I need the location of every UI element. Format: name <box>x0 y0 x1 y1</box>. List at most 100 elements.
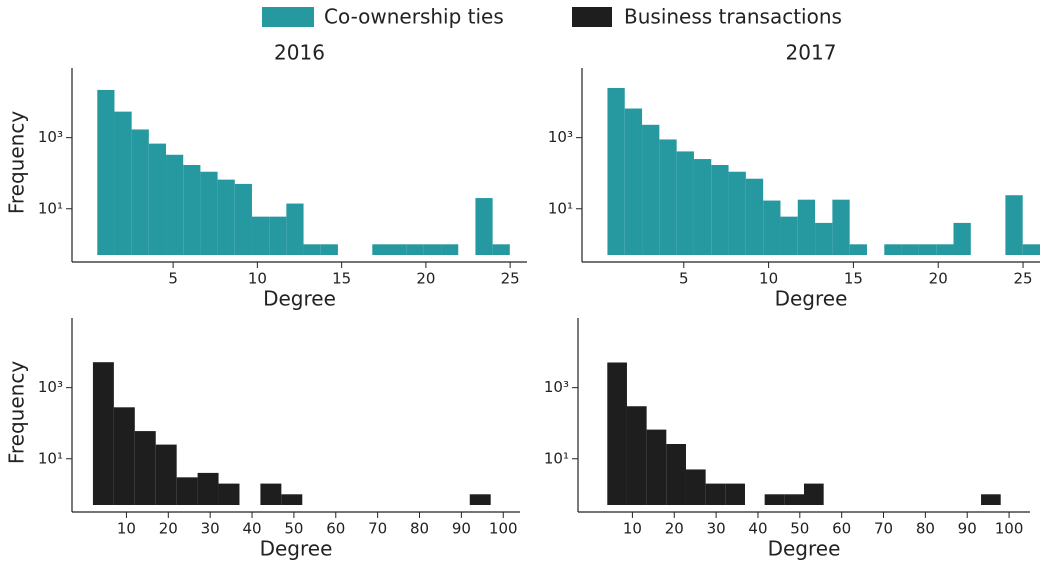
x-axis-label: Degree <box>775 287 848 311</box>
x-tick-label: 25 <box>501 270 520 288</box>
bar <box>441 244 459 255</box>
bar <box>131 129 149 255</box>
bar <box>406 244 424 255</box>
bar <box>666 443 686 505</box>
bar <box>711 165 729 255</box>
x-tick-label: 15 <box>332 270 351 288</box>
bar <box>176 477 198 505</box>
bar <box>981 494 1001 505</box>
x-tick-label: 15 <box>844 270 863 288</box>
bar <box>642 124 660 255</box>
bar <box>780 216 798 255</box>
bar <box>97 89 115 255</box>
bar <box>1022 244 1040 255</box>
bar <box>269 216 287 255</box>
bar <box>804 483 824 505</box>
x-tick-label: 5 <box>168 270 178 288</box>
x-tick-label: 40 <box>242 520 261 538</box>
y-tick-label: 10¹ <box>544 449 569 467</box>
y-axis-label: Frequency <box>5 361 29 464</box>
y-axis-label: Frequency <box>5 111 29 214</box>
bar <box>685 469 706 505</box>
bar <box>1005 195 1023 255</box>
bar <box>725 483 745 505</box>
bar <box>763 200 781 255</box>
bar <box>183 165 201 255</box>
bar <box>200 171 218 255</box>
bar <box>705 483 726 505</box>
bar <box>155 444 177 505</box>
y-tick-label: 10³ <box>544 378 569 396</box>
x-tick-label: 50 <box>790 520 809 538</box>
panel-title: 2016 <box>274 41 325 65</box>
x-tick-label: 100 <box>489 520 518 538</box>
bar <box>693 159 712 255</box>
bar <box>303 244 321 255</box>
legend-swatch <box>262 7 314 27</box>
legend: Co-ownership ties Business transactions <box>262 5 842 29</box>
bar <box>953 222 971 255</box>
bar <box>234 183 252 255</box>
bar <box>832 199 850 255</box>
bar <box>286 203 304 255</box>
bar <box>626 406 647 505</box>
x-tick-label: 50 <box>284 520 303 538</box>
bar <box>936 244 954 255</box>
bar <box>784 494 804 505</box>
x-tick-label: 30 <box>707 520 726 538</box>
x-tick-label: 30 <box>201 520 220 538</box>
x-tick-label: 90 <box>958 520 977 538</box>
bar <box>659 139 677 255</box>
bar <box>728 171 746 255</box>
bar <box>134 431 156 505</box>
bar <box>607 362 627 505</box>
bar <box>646 429 667 505</box>
bar <box>148 143 167 255</box>
legend-swatch <box>572 7 612 27</box>
bar <box>260 483 282 505</box>
x-tick-label: 20 <box>159 520 178 538</box>
x-tick-label: 25 <box>1013 270 1032 288</box>
bar <box>320 244 338 255</box>
y-tick-label: 10¹ <box>38 199 63 217</box>
bar <box>764 494 785 505</box>
y-tick-label: 10¹ <box>38 449 63 467</box>
x-tick-label: 80 <box>916 520 935 538</box>
bar <box>797 199 816 255</box>
bar <box>92 362 114 505</box>
bar <box>492 244 510 255</box>
bar <box>624 108 643 256</box>
bar <box>676 151 694 255</box>
y-tick-label: 10³ <box>38 378 63 396</box>
y-tick-label: 10³ <box>38 128 63 146</box>
x-axis-label: Degree <box>260 537 333 561</box>
x-tick-label: 60 <box>326 520 345 538</box>
x-tick-label: 20 <box>416 270 435 288</box>
y-tick-label: 10³ <box>548 128 573 146</box>
x-tick-label: 90 <box>452 520 471 538</box>
bar <box>423 244 442 255</box>
x-tick-label: 10 <box>117 520 136 538</box>
bar <box>918 244 937 255</box>
x-tick-label: 70 <box>874 520 893 538</box>
bar <box>469 494 491 505</box>
legend-label: Business transactions <box>624 5 842 29</box>
x-tick-label: 80 <box>410 520 429 538</box>
bar <box>197 472 219 505</box>
bar <box>607 87 625 255</box>
x-tick-label: 70 <box>368 520 387 538</box>
x-tick-label: 5 <box>679 270 689 288</box>
x-tick-label: 60 <box>832 520 851 538</box>
bar <box>166 154 184 255</box>
x-tick-label: 10 <box>248 270 267 288</box>
bar <box>815 222 833 255</box>
bar <box>251 216 270 255</box>
legend-label: Co-ownership ties <box>324 5 504 29</box>
x-tick-label: 10 <box>623 520 642 538</box>
bar <box>372 244 390 255</box>
x-tick-label: 10 <box>759 270 778 288</box>
bar <box>901 244 919 255</box>
bar <box>114 111 132 256</box>
bar <box>217 179 235 255</box>
